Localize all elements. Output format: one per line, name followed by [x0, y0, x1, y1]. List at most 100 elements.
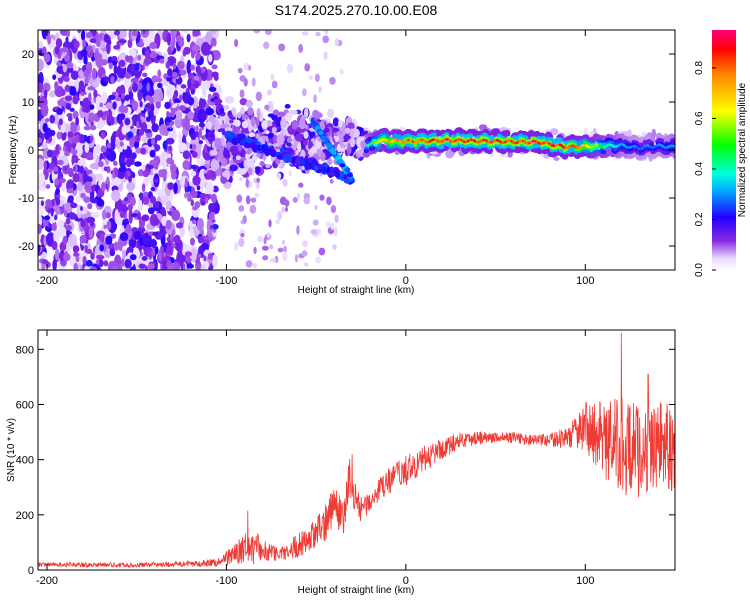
- heatmap-cell: [84, 245, 88, 254]
- heatmap-cell: [149, 239, 158, 248]
- heatmap-cell: [256, 152, 261, 158]
- heatmap-cell: [38, 172, 46, 185]
- heatmap-cell: [47, 168, 53, 173]
- heatmap-cell: [247, 167, 253, 176]
- heatmap-cell: [212, 49, 221, 61]
- y-tick-label: 400: [16, 455, 34, 467]
- heatmap-cell: [59, 47, 63, 56]
- heatmap-cell: [141, 255, 148, 261]
- heatmap-cell: [323, 127, 330, 133]
- heatmap-cell: [51, 241, 58, 251]
- heatmap-cell: [211, 64, 218, 70]
- heatmap-cell: [190, 170, 197, 177]
- heatmap-cell: [332, 244, 337, 250]
- heatmap-cell: [208, 202, 216, 212]
- heatmap-cell: [332, 117, 339, 127]
- heatmap-cell: [195, 125, 199, 132]
- heatmap-cell: [240, 232, 245, 238]
- heatmap-cell: [329, 148, 336, 154]
- heatmap-cell: [172, 63, 177, 70]
- heatmap-cell: [129, 254, 137, 261]
- heatmap-cell: [49, 129, 56, 137]
- heatmap-cell: [302, 88, 307, 97]
- heatmap-cell: [144, 49, 150, 60]
- heatmap-cell: [214, 119, 220, 132]
- heatmap-cell: [42, 82, 51, 93]
- heatmap-cell: [191, 151, 198, 159]
- heatmap-cell: [182, 160, 190, 170]
- heatmap-cell: [282, 178, 288, 187]
- heatmap-cell: [52, 150, 60, 156]
- heatmap-cell: [80, 30, 86, 41]
- heatmap-cell: [235, 155, 242, 161]
- heatmap-cell: [91, 67, 97, 80]
- heatmap-cell: [108, 94, 116, 101]
- heatmap-cell: [312, 109, 320, 118]
- heatmap-cell: [38, 244, 41, 253]
- heatmap-cell: [169, 207, 174, 212]
- heatmap-cell: [221, 157, 228, 167]
- heatmap-cell: [101, 91, 108, 104]
- heatmap-cell: [284, 153, 291, 161]
- heatmap-cell: [249, 204, 257, 214]
- heatmap-cell: [88, 92, 92, 102]
- heatmap-cell: [99, 102, 104, 108]
- heatmap-cell: [234, 241, 239, 251]
- heatmap-cell: [72, 183, 77, 191]
- heatmap-cell: [119, 232, 129, 242]
- heatmap-cell: [200, 265, 206, 270]
- heatmap-cell: [53, 113, 59, 125]
- heatmap-cell: [42, 218, 46, 228]
- heatmap-cell: [117, 171, 125, 179]
- heatmap-cell: [111, 189, 121, 202]
- heatmap-cell: [284, 104, 291, 109]
- heatmap-cell: [171, 71, 178, 78]
- heatmap-cell: [68, 195, 74, 203]
- heatmap-cell: [131, 152, 137, 160]
- heatmap-cell: [65, 217, 71, 225]
- heatmap-cell: [149, 41, 158, 50]
- heatmap-cell: [146, 82, 150, 92]
- heatmap-cell: [73, 40, 80, 49]
- heatmap-cell: [176, 60, 185, 70]
- heatmap-cell: [173, 234, 181, 243]
- heatmap-cell: [671, 151, 675, 159]
- heatmap-cell: [52, 74, 57, 80]
- heatmap-cell: [149, 149, 156, 158]
- heatmap-cell: [245, 137, 253, 144]
- heatmap-cell: [100, 145, 107, 153]
- heatmap-cell: [328, 134, 333, 141]
- heatmap-cell: [271, 126, 277, 133]
- heatmap-cell: [208, 86, 217, 92]
- heatmap-cell: [315, 125, 321, 130]
- heatmap-cell: [40, 200, 45, 207]
- heatmap-cell: [166, 32, 172, 46]
- y-tick-label: 20: [22, 49, 34, 61]
- heatmap-cell: [38, 58, 44, 72]
- heatmap-cell: [75, 195, 81, 203]
- heatmap-cell: [64, 95, 73, 102]
- heatmap-cell: [267, 132, 274, 139]
- heatmap-cell: [88, 112, 95, 123]
- heatmap-cell: [342, 135, 351, 140]
- heatmap-cell: [113, 45, 121, 50]
- heatmap-cell: [95, 38, 101, 48]
- heatmap-cell: [89, 104, 95, 110]
- heatmap-cell: [84, 77, 89, 85]
- heatmap-cell: [167, 112, 173, 118]
- heatmap-cell: [675, 137, 680, 143]
- heatmap-cell: [301, 250, 308, 257]
- heatmap-cell: [189, 237, 195, 246]
- heatmap-cell: [81, 107, 85, 112]
- heatmap-cell: [339, 68, 344, 75]
- heatmap-cell: [85, 188, 93, 194]
- heatmap-cell: [86, 169, 93, 175]
- heatmap-cell: [136, 120, 140, 129]
- heatmap-cell: [134, 134, 141, 143]
- snr-background: [38, 330, 675, 570]
- heatmap-cell: [207, 252, 213, 261]
- heatmap-cell: [210, 193, 217, 203]
- heatmap-cell: [158, 169, 164, 178]
- heatmap-cell: [112, 101, 117, 110]
- heatmap-cell: [150, 103, 155, 112]
